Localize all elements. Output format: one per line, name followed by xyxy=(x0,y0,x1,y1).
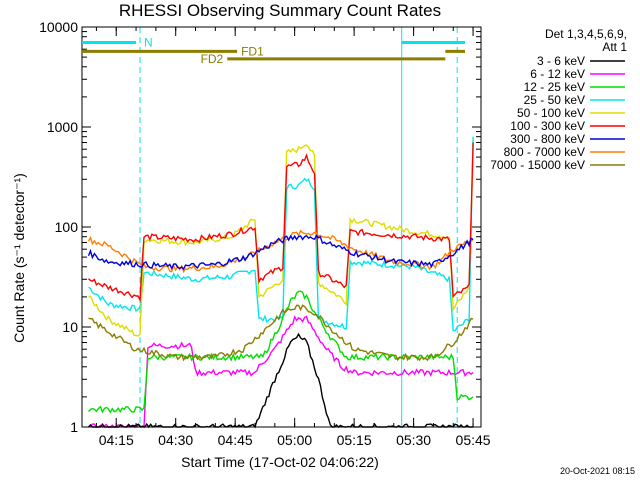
series-line-6 xyxy=(87,234,474,271)
series-line-4 xyxy=(88,144,474,337)
x-tick-label-5: 05:30 xyxy=(396,432,431,448)
x-tick-label-2: 04:45 xyxy=(218,432,253,448)
flag-fd1-label: FD1 xyxy=(241,44,264,58)
chart-title: RHESSI Observing Summary Count Rates xyxy=(119,1,441,20)
series-line-5 xyxy=(88,142,474,303)
legend-header-line1: Det 1,3,4,5,6,9, xyxy=(545,27,627,41)
legend-label-7: 800 - 7000 keV xyxy=(504,145,585,159)
series-line-7 xyxy=(87,229,474,274)
legend-label-2: 12 - 25 keV xyxy=(524,80,585,94)
y-tick-label-2: 100 xyxy=(55,219,79,235)
flag-n-label: N xyxy=(144,35,153,49)
x-axis-ticks: 04:15 04:30 04:45 05:00 05:15 05:30 05:45 xyxy=(95,27,491,448)
legend-label-1: 6 - 12 keV xyxy=(530,67,585,81)
x-tick-label-4: 05:15 xyxy=(337,432,372,448)
legend-header-line2: Att 1 xyxy=(602,40,627,54)
y-tick-label-3: 1000 xyxy=(47,119,78,135)
flag-fd2-label: FD2 xyxy=(201,52,224,66)
legend-label-8: 7000 - 15000 keV xyxy=(490,158,585,172)
flag-bars: N FD1 FD2 xyxy=(82,35,465,66)
y-tick-label-4: 10000 xyxy=(39,19,78,35)
series-line-3 xyxy=(88,136,474,332)
y-axis-label: Count Rate (s⁻¹ detector⁻¹) xyxy=(11,173,27,343)
x-tick-label-0: 04:15 xyxy=(99,432,134,448)
x-tick-label-6: 05:45 xyxy=(456,432,491,448)
legend-label-0: 3 - 6 keV xyxy=(537,54,585,68)
y-axis-ticks: 1 10 100 1000 10000 xyxy=(39,19,481,435)
y-tick-label-1: 10 xyxy=(62,319,78,335)
series-line-8 xyxy=(88,304,474,362)
legend-label-3: 25 - 50 keV xyxy=(524,93,585,107)
legend-label-4: 50 - 100 keV xyxy=(517,106,585,120)
x-tick-label-3: 05:00 xyxy=(277,432,312,448)
x-tick-label-1: 04:30 xyxy=(158,432,193,448)
series-line-1 xyxy=(88,315,474,428)
legend-label-6: 300 - 800 keV xyxy=(510,132,585,146)
y-tick-label-0: 1 xyxy=(70,419,78,435)
legend-label-5: 100 - 300 keV xyxy=(510,119,585,133)
plot-area xyxy=(87,27,474,429)
timestamp: 20-Oct-2021 08:15 xyxy=(560,466,635,476)
x-axis-label: Start Time (17-Oct-02 04:06:22) xyxy=(181,454,379,470)
